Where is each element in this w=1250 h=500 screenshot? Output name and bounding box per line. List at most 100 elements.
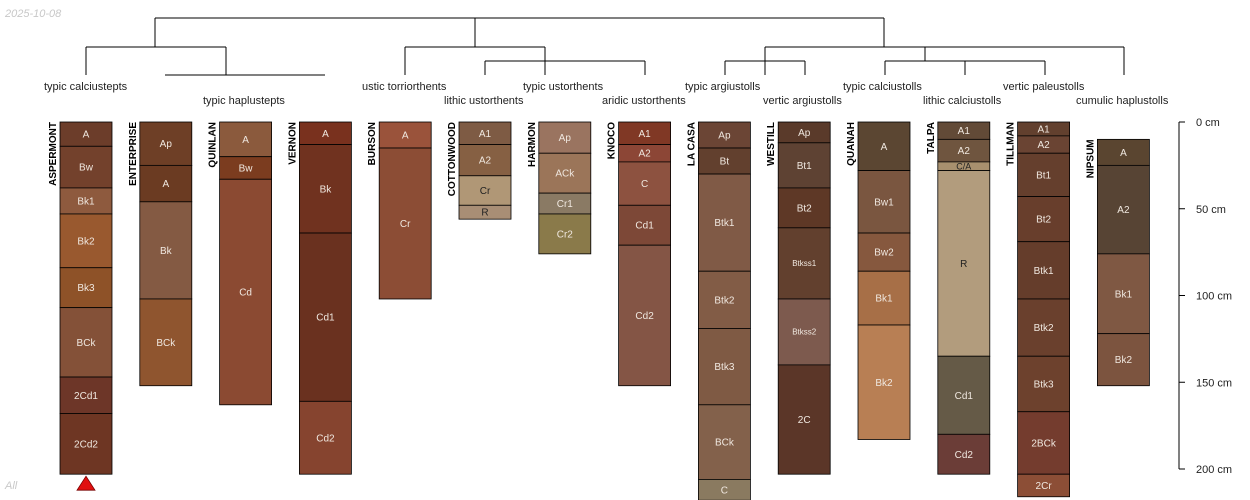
soil-profile: HARMON Ap ACk Cr1 Cr2 bbox=[527, 121, 592, 255]
profile-name: TILLMAN bbox=[1006, 122, 1017, 166]
footer-label: All bbox=[5, 480, 18, 492]
horizon-label: 2Cd2 bbox=[74, 439, 98, 450]
horizon-block bbox=[777, 142, 831, 189]
horizon-label: C bbox=[721, 485, 728, 496]
horizon-block bbox=[59, 307, 113, 378]
horizon-block bbox=[219, 121, 273, 158]
horizon-label: A bbox=[402, 131, 409, 142]
horizon-label: Bk bbox=[320, 184, 333, 195]
date-label: 2025-10-08 bbox=[5, 8, 62, 20]
horizon-block bbox=[298, 144, 352, 234]
horizon-label: A bbox=[1120, 148, 1127, 159]
horizon-block bbox=[378, 121, 432, 149]
horizon-block bbox=[59, 267, 113, 309]
profile-name: QUINLAN bbox=[208, 122, 219, 168]
horizon-label: A bbox=[162, 179, 169, 190]
soil-profile: QUINLAN A Bw Cd bbox=[208, 121, 273, 406]
group-label: lithic calciustolls bbox=[923, 95, 1002, 107]
soil-profile: QUANAH A Bw1 Bw2 Bk1 Bk2 bbox=[846, 121, 911, 440]
horizon-label: Bk3 bbox=[77, 283, 95, 294]
group-label: typic argiustolls bbox=[685, 81, 761, 93]
horizon-block bbox=[1017, 411, 1070, 475]
horizon-label: BCk bbox=[715, 438, 735, 449]
horizon-block bbox=[1097, 138, 1150, 166]
group-label: typic calciustolls bbox=[843, 81, 922, 93]
soil-profile: LA CASA Ap Bt Btk1 Btk2 Btk3 BCk C bbox=[686, 121, 751, 500]
horizon-label: Cd2 bbox=[316, 433, 335, 444]
group-labels: typic calciustepts typic haplustepts ust… bbox=[44, 81, 1169, 107]
horizon-block bbox=[857, 324, 911, 440]
horizon-block bbox=[937, 433, 991, 475]
horizon-label: Ap bbox=[559, 133, 572, 144]
horizon-label: Btk3 bbox=[1034, 379, 1054, 390]
horizon-block bbox=[458, 204, 512, 220]
horizon-block bbox=[618, 204, 671, 246]
horizon-block bbox=[538, 121, 592, 154]
horizon-label: A2 bbox=[1037, 140, 1050, 151]
horizon-label: Bw2 bbox=[874, 248, 894, 259]
horizon-label: A bbox=[242, 135, 249, 146]
horizon-label: A1 bbox=[1037, 124, 1050, 135]
horizon-block bbox=[378, 147, 432, 300]
horizon-block bbox=[538, 213, 592, 255]
group-label: typic ustorthents bbox=[523, 81, 604, 93]
horizon-block bbox=[139, 164, 193, 203]
horizon-label: Bt2 bbox=[797, 203, 812, 214]
horizon-block bbox=[698, 404, 751, 480]
soil-profile: TALPA A1 A2 C/A R Cd1 Cd2 bbox=[926, 121, 991, 475]
horizon-block bbox=[59, 121, 113, 147]
profile-name: ASPERMONT bbox=[48, 122, 59, 186]
horizon-label: A2 bbox=[958, 146, 971, 157]
horizon-block bbox=[1017, 241, 1070, 300]
horizon-label: R bbox=[960, 259, 967, 270]
horizon-block bbox=[698, 121, 751, 149]
horizon-label: Btkss1 bbox=[792, 259, 817, 268]
group-label: lithic ustorthents bbox=[444, 95, 524, 107]
soil-profile: COTTONWOOD A1 A2 Cr R bbox=[447, 121, 512, 220]
horizon-label: C bbox=[641, 179, 648, 190]
profiles: ASPERMONT A Bw Bk1 Bk2 Bk3 BCk 2Cd1 2Cd2 ENTERPRI… bbox=[48, 121, 1150, 500]
horizon-label: Btk1 bbox=[1034, 266, 1054, 277]
group-label: vertic argiustolls bbox=[763, 95, 842, 107]
horizon-block bbox=[698, 173, 751, 272]
horizon-label: A1 bbox=[479, 129, 492, 140]
horizon-label: Cd1 bbox=[316, 313, 335, 324]
horizon-block bbox=[698, 479, 751, 500]
horizon-block bbox=[857, 270, 911, 326]
horizon-block bbox=[139, 298, 193, 387]
axis-tick-label: 100 cm bbox=[1196, 291, 1232, 303]
axis-tick-label: 50 cm bbox=[1196, 204, 1226, 216]
horizon-label: A1 bbox=[638, 129, 651, 140]
horizon-label: A2 bbox=[638, 149, 651, 160]
horizon-block bbox=[59, 145, 113, 189]
horizon-block bbox=[937, 170, 991, 357]
horizon-block bbox=[1017, 473, 1070, 498]
horizon-label: Cd2 bbox=[635, 311, 654, 322]
profile-name: HARMON bbox=[527, 122, 538, 167]
horizon-block bbox=[139, 121, 193, 166]
horizon-label: Bt bbox=[720, 157, 730, 168]
axis-tick-label: 0 cm bbox=[1196, 117, 1220, 129]
horizon-block bbox=[1097, 333, 1150, 387]
profile-name: KNOCO bbox=[607, 122, 618, 159]
horizon-label: A1 bbox=[958, 126, 971, 137]
horizon-block bbox=[857, 121, 911, 171]
profile-name: COTTONWOOD bbox=[447, 122, 458, 196]
horizon-label: BCk bbox=[156, 338, 176, 349]
horizon-label: R bbox=[481, 208, 488, 219]
horizon-label: Cd2 bbox=[955, 450, 974, 461]
axis-tick-label: 150 cm bbox=[1196, 377, 1232, 389]
horizon-label: 2Cd1 bbox=[74, 391, 98, 402]
soil-profile: ENTERPRISE Ap A Bk BCk bbox=[128, 121, 193, 387]
horizon-block bbox=[59, 413, 113, 475]
horizon-label: Bk1 bbox=[1115, 289, 1133, 300]
group-label: typic haplustepts bbox=[203, 95, 285, 107]
horizon-block bbox=[139, 201, 193, 300]
axis-tick-label: 200 cm bbox=[1196, 464, 1232, 476]
profile-name: VERNON bbox=[287, 122, 298, 165]
group-label: ustic torriorthents bbox=[362, 81, 447, 93]
horizon-block bbox=[777, 364, 831, 475]
horizon-label: Bw bbox=[79, 163, 94, 174]
soil-profile: VERNON A Bk Cd1 Cd2 bbox=[287, 121, 352, 475]
